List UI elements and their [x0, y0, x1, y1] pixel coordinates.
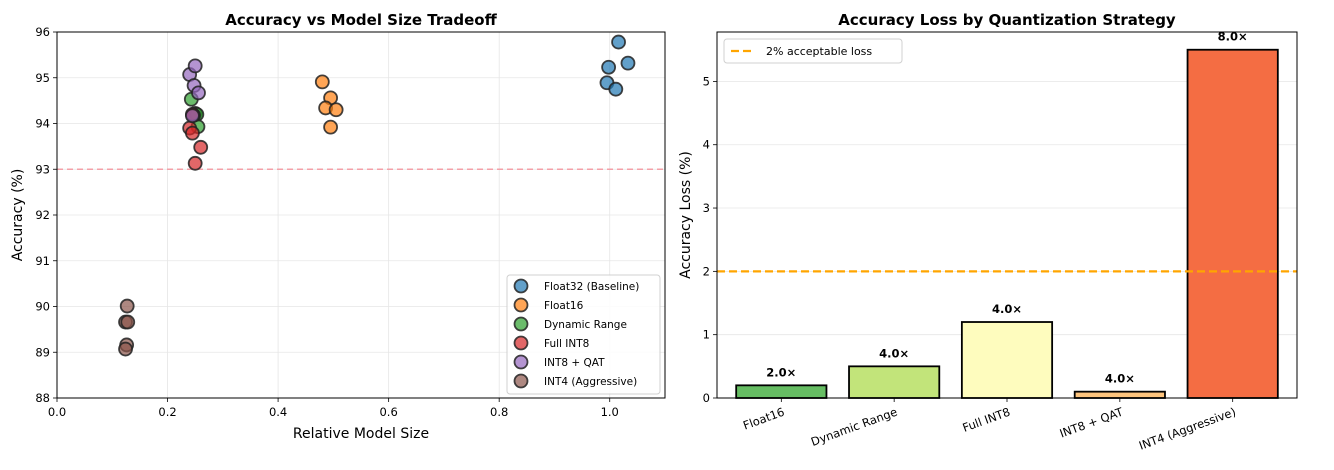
y-axis-ticks: 0 1 2 3 4 5: [703, 74, 717, 405]
y-tick-label: 4: [703, 138, 710, 152]
y-tick-label: 89: [35, 345, 50, 359]
bar-dynamic-range: [848, 365, 941, 399]
x-tick-label: 1.0: [601, 405, 619, 419]
legend-marker-float32-baseline: [513, 278, 529, 294]
data-label: 4.0×: [1105, 372, 1135, 386]
data-labels: 2.0× 4.0× 4.0× 4.0× 8.0×: [766, 30, 1247, 386]
x-tick-label: 0.4: [269, 405, 287, 419]
y-tick-label: 90: [35, 300, 50, 314]
scatter-point-float32-baseline: [611, 34, 626, 50]
bar-int4-aggressive: [1186, 48, 1279, 399]
bar-int8-qat: [1073, 390, 1166, 399]
legend-label: Dynamic Range: [544, 319, 627, 331]
scatter-point-int8-qat: [191, 85, 206, 101]
y-tick-label: 2: [703, 264, 710, 278]
scatter-point-int4-aggressive: [119, 298, 135, 314]
y-tick-label: 95: [35, 71, 50, 85]
legend-label: Float32 (Baseline): [544, 281, 639, 293]
legend-label: INT8 + QAT: [544, 357, 605, 369]
scatter-point-full-int8: [187, 155, 203, 171]
legend-marker-int8-qat: [513, 354, 529, 370]
legend-label: INT4 (Aggressive): [544, 376, 637, 388]
scatter-point-float16: [328, 102, 344, 118]
y-tick-label: 1: [703, 328, 710, 342]
x-tick-label: Full INT8: [961, 405, 1012, 435]
bar-float16: [735, 384, 828, 399]
y-tick-label: 5: [703, 74, 710, 88]
chart-title: Accuracy Loss by Quantization Strategy: [838, 11, 1176, 29]
scatter-point-int8-qat: [185, 108, 200, 124]
data-label: 4.0×: [879, 346, 909, 360]
x-tick-label: INT8 + QAT: [1058, 404, 1126, 440]
y-tick-label: 0: [703, 391, 710, 405]
scatter-point-int4-aggressive: [120, 314, 136, 330]
legend-box: [506, 274, 661, 395]
scatter-point-int8-qat: [187, 58, 203, 74]
scatter-point-float32-baseline: [601, 59, 617, 75]
chart-title: Accuracy vs Model Size Tradeoff: [225, 11, 497, 29]
scatter-points: [118, 34, 636, 357]
bars: [735, 48, 1279, 399]
y-tick-label: 96: [35, 25, 50, 39]
legend: Float32 (Baseline) Float16 Dynamic Range Fu…: [506, 274, 661, 395]
legend-label: Full INT8: [544, 338, 589, 350]
y-tick-label: 93: [35, 162, 50, 176]
x-tick-label: 0.0: [48, 405, 66, 419]
scatter-point-full-int8: [193, 139, 209, 155]
y-tick-label: 88: [35, 391, 50, 405]
legend: 2% acceptable loss: [723, 38, 903, 64]
scatter-chart: 0.0 0.2 0.4 0.6 0.8 1.0 88 89 90 91 92 93 94 95 96 Ac…: [10, 11, 666, 442]
y-axis-label: Accuracy Loss (%): [678, 151, 694, 279]
scatter-point-float32-baseline: [620, 55, 636, 71]
x-tick-label: 0.2: [158, 405, 176, 419]
legend-marker-full-int8: [513, 335, 529, 351]
x-tick-label: 0.8: [490, 405, 508, 419]
x-axis-label: Relative Model Size: [293, 426, 429, 442]
data-label: 4.0×: [992, 302, 1022, 316]
scatter-point-full-int8: [185, 125, 200, 141]
x-tick-label: Float16: [741, 405, 786, 433]
legend-marker-int4-aggressive: [513, 373, 529, 389]
y-axis-ticks: 88 89 90 91 92 93 94 95 96: [35, 25, 57, 405]
legend-label: 2% acceptable loss: [766, 45, 872, 58]
y-tick-label: 3: [703, 201, 710, 215]
legend-label: Float16: [544, 300, 584, 312]
y-tick-label: 92: [35, 208, 50, 222]
scatter-point-float16: [323, 119, 339, 135]
legend-box: [723, 38, 903, 64]
data-label: 2.0×: [766, 365, 796, 379]
y-tick-label: 94: [35, 117, 50, 131]
x-tick-label: INT4 (Aggressive): [1137, 405, 1238, 453]
scatter-point-float16: [314, 74, 330, 90]
bar-full-int8: [960, 321, 1054, 399]
x-axis-ticks: Float16 Dynamic Range Full INT8 INT8 + QAT I…: [741, 398, 1238, 453]
data-label: 8.0×: [1218, 30, 1248, 44]
bar-chart: Float16 Dynamic Range Full INT8 INT8 + QAT I…: [678, 11, 1298, 453]
y-axis-label: Accuracy (%): [10, 169, 26, 262]
scatter-point-int4-aggressive: [118, 341, 133, 357]
scatter-point-float32-baseline: [608, 81, 624, 97]
x-tick-label: 0.6: [379, 405, 397, 419]
legend-marker-float16: [513, 297, 529, 313]
x-tick-label: Dynamic Range: [809, 405, 899, 449]
x-axis-ticks: 0.0 0.2 0.4 0.6 0.8 1.0: [48, 398, 619, 419]
legend-marker-dynamic-range: [513, 316, 529, 332]
y-tick-label: 91: [35, 254, 50, 268]
